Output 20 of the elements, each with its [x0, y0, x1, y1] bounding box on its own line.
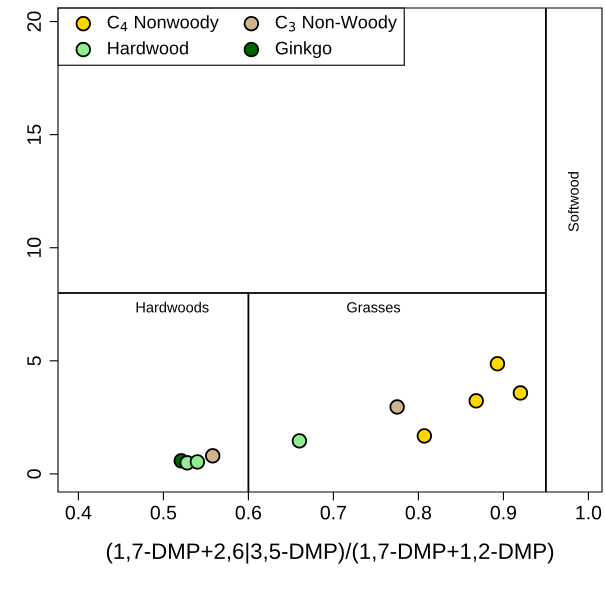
- y-tick-label: 20: [27, 12, 41, 32]
- x-tick-label: 0.6: [236, 506, 262, 520]
- legend-label: Hardwood: [108, 41, 188, 54]
- x-tick-label: 1.0: [576, 506, 602, 520]
- x-axis-title: (1,7-DMP+2,6|3,5-DMP)/(1,7-DMP+1,2-DMP): [106, 542, 554, 564]
- y-tick-label: 15: [27, 124, 41, 144]
- y-tick-label: 0: [27, 469, 41, 479]
- y-tick-label: 5: [27, 356, 41, 366]
- annotation: Hardwoods: [136, 302, 209, 312]
- x-tick-label: 0.9: [490, 506, 516, 520]
- legend-label: C$_{3}$ Non-Woody: [276, 15, 397, 32]
- legend-label: C$_{4}$ Nonwoody: [108, 15, 219, 32]
- x-tick-label: 0.5: [150, 506, 176, 520]
- x-tick-label: 0.8: [406, 506, 432, 520]
- y-tick-label: 10: [27, 238, 41, 258]
- annotation: Softwood: [568, 172, 579, 232]
- x-tick-label: 0.7: [320, 506, 346, 520]
- legend-label: Ginkgo: [276, 41, 332, 58]
- x-tick-label: 0.4: [66, 506, 92, 520]
- annotation: Grasses: [347, 302, 400, 312]
